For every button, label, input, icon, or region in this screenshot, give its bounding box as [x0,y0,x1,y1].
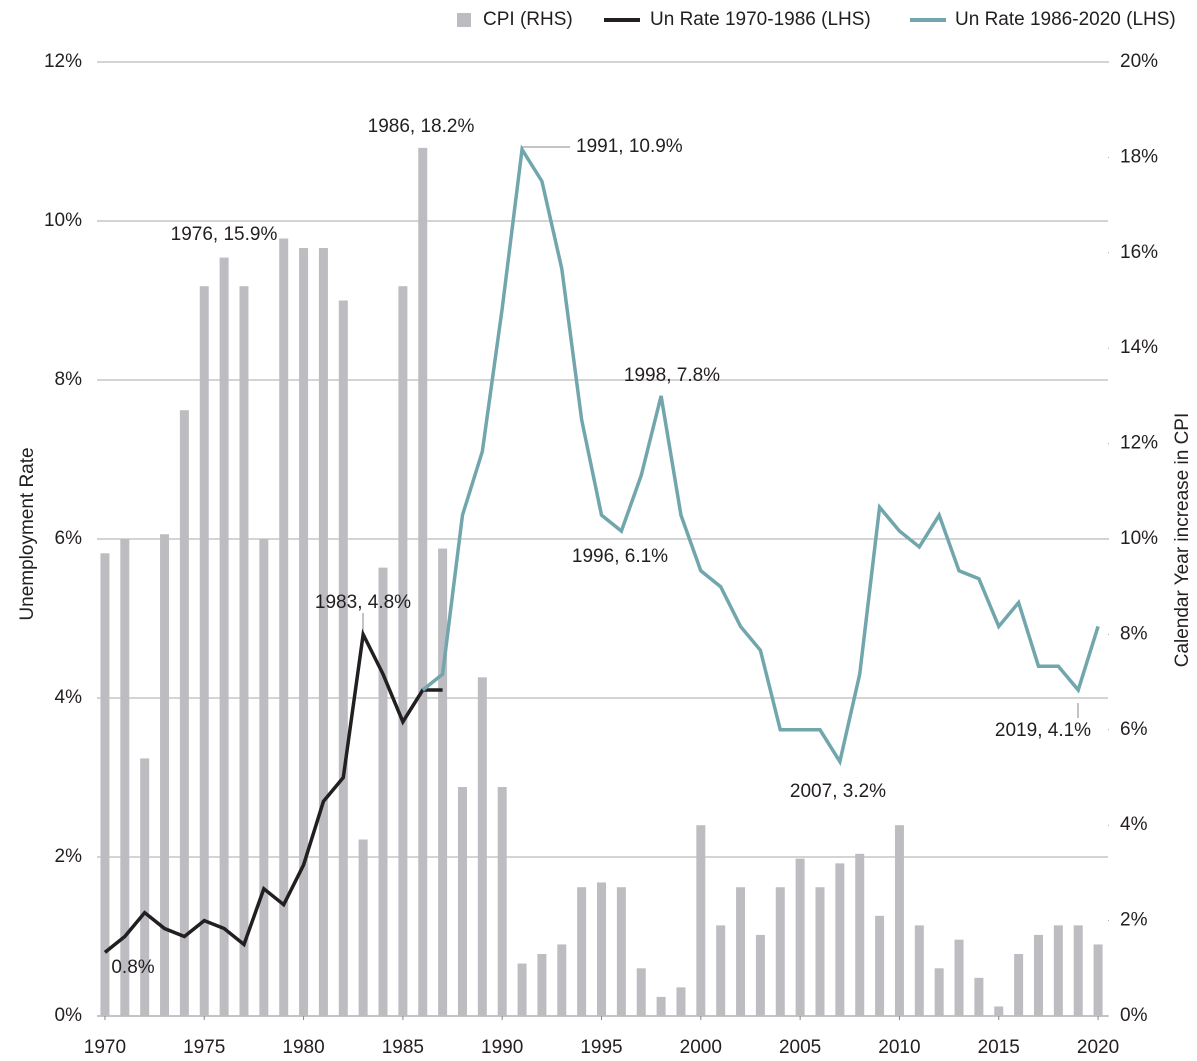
leaders [362,146,1079,718]
y2-tick-label: 4% [1120,814,1148,835]
y2-tick-label: 20% [1120,51,1158,72]
y-tick-label: 8% [55,369,83,390]
y2-tick-label: 10% [1120,528,1158,549]
bar [1093,944,1103,1016]
bar [636,968,646,1016]
y-tick-label: 6% [55,528,83,549]
bar [1014,953,1024,1016]
annotation: 2007, 3.2% [790,781,886,802]
bar [1073,925,1083,1016]
bar [358,839,368,1016]
bar [318,248,328,1016]
legend-swatch [457,13,471,27]
annotation: 1996, 6.1% [572,546,668,567]
bar [954,939,964,1016]
bar [1033,934,1043,1016]
bar [140,758,150,1016]
bar [755,934,765,1016]
y-axis-label: Unemployment Rate [17,447,38,620]
bar [537,953,547,1016]
y2-tick-label: 6% [1120,719,1148,740]
annotation: 1983, 4.8% [315,592,411,613]
legend-label: Un Rate 1970-1986 (LHS) [650,9,871,30]
bar [120,539,130,1016]
x-tick-label: 1985 [382,1037,424,1058]
bar [676,987,686,1016]
line [103,628,443,954]
bar [398,286,408,1016]
bar [656,996,666,1016]
y-tick-label: 4% [55,687,83,708]
annotation: 0.8% [111,957,154,978]
y2-tick-label: 16% [1120,242,1158,263]
bar [795,858,805,1016]
bar [736,887,746,1016]
annotation: 2019, 4.1% [995,720,1091,741]
bar [279,238,289,1017]
x-tick-label: 2020 [1077,1037,1119,1058]
bar [994,1006,1004,1016]
bar [259,539,269,1016]
legend-label: Un Rate 1986-2020 (LHS) [955,9,1176,30]
bar [477,677,487,1016]
bar [179,410,189,1017]
y2-tick-label: 8% [1120,623,1148,644]
bar [914,925,924,1016]
annotation: 1991, 10.9% [576,136,683,157]
y-tick-label: 2% [55,846,83,867]
y-tick-label: 12% [44,51,82,72]
x-tick-label: 2000 [680,1037,722,1058]
bar [775,887,785,1016]
y-tick-label: 0% [55,1005,83,1026]
bar [219,257,229,1016]
bar [855,853,865,1016]
bar [974,977,984,1016]
bar [299,248,309,1016]
bar [894,825,904,1016]
bar [696,825,706,1016]
annotation: 1976, 15.9% [171,224,278,245]
bar [457,787,467,1016]
bar [557,944,567,1016]
bar [438,548,448,1016]
bar [835,863,845,1016]
bar [716,925,726,1016]
y2-tick-label: 2% [1120,910,1148,931]
x-tick-label: 1970 [84,1037,126,1058]
bar [239,286,249,1016]
bar [577,887,587,1016]
x-tick-label: 2010 [878,1037,920,1058]
bar [875,915,885,1016]
bar [517,963,527,1016]
x-tick-label: 1975 [183,1037,225,1058]
annotation: 1998, 7.8% [624,365,720,386]
x-tick-label: 1980 [282,1037,324,1058]
x-tick-label: 2015 [978,1037,1020,1058]
annotation: 1986, 18.2% [368,116,475,137]
bar [199,286,209,1016]
bar [497,787,507,1016]
bar [378,567,388,1016]
y2-tick-label: 12% [1120,433,1158,454]
x-tick-label: 2005 [779,1037,821,1058]
y2-tick-label: 18% [1120,146,1158,167]
bar [100,553,110,1016]
legend-label: CPI (RHS) [483,9,573,30]
y2-tick-label: 14% [1120,337,1158,358]
x-tick-label: 1995 [580,1037,622,1058]
y-tick-label: 10% [44,210,82,231]
y2-axis-label: Calendar Year increase in CPI [1172,413,1193,668]
bar [616,887,626,1016]
bar [815,887,825,1016]
y2-tick-label: 0% [1120,1005,1148,1026]
line [421,144,1100,767]
bar [418,147,428,1017]
bar [338,300,348,1016]
x-tick-label: 1990 [481,1037,523,1058]
bar [597,882,607,1016]
bar [934,968,944,1016]
bar [1053,925,1063,1016]
bar [160,534,170,1016]
